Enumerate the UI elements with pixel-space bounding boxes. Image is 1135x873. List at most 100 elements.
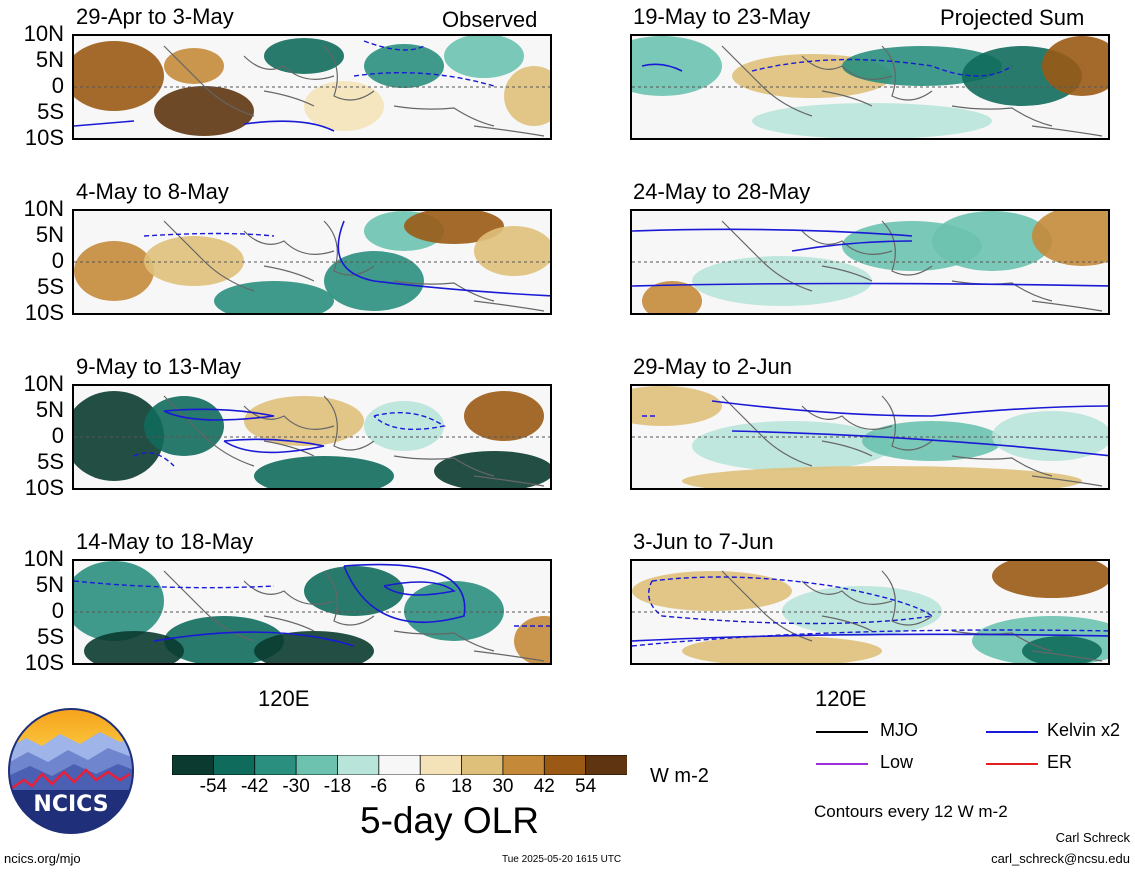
olr-anomaly-region: [692, 421, 892, 471]
colorbar-tick-label: 6: [414, 776, 426, 797]
lat-label: 0: [51, 73, 64, 98]
colorbar-tick-label: -42: [240, 776, 269, 797]
olr-anomaly-region: [364, 44, 444, 88]
contours-note: Contours every 12 W m-2: [814, 802, 1008, 821]
lat-label: 0: [51, 423, 64, 448]
lat-label: 0: [51, 248, 64, 273]
olr-anomaly-region: [692, 256, 872, 306]
colorbar-swatch: [212, 754, 256, 776]
lat-label: 10N: [23, 546, 64, 571]
coastline: [163, 395, 545, 487]
olr-anomaly-region: [682, 636, 882, 663]
legend-er-line: [986, 763, 1038, 765]
colorbar-swatch: [419, 754, 463, 776]
kelvin-negative-contour: [74, 580, 550, 627]
lat-label: 10S: [24, 650, 64, 675]
observed-column-title: Observed: [442, 7, 538, 32]
colorbar-swatch: [295, 754, 339, 776]
olr-anomaly-region: [464, 391, 544, 441]
olr-anomaly-region: [304, 566, 404, 616]
olr-anomaly-region: [74, 561, 164, 641]
map-panel-proj-2: [630, 209, 1110, 315]
coastline: [721, 220, 1103, 312]
colorbar: [171, 754, 628, 776]
kelvin-contour: [153, 563, 466, 647]
colorbar-tick-label: 30: [492, 776, 514, 797]
map-panel-obs-1: [72, 34, 552, 140]
olr-anomaly-region: [154, 86, 254, 136]
lat-label: 5S: [37, 449, 64, 474]
coastline: [163, 570, 545, 662]
projected-column-title: Projected Sum: [940, 5, 1085, 30]
legend-mjo-label: MJO: [880, 720, 918, 740]
olr-anomaly-region: [992, 411, 1108, 461]
lat-label: 5N: [35, 572, 64, 597]
olr-anomaly-region: [434, 451, 550, 488]
chart-title: 5-day OLR: [360, 800, 539, 841]
kelvin-negative-contour: [353, 40, 495, 87]
kelvin-contour: [163, 408, 325, 454]
olr-anomaly-region: [1042, 36, 1108, 96]
colorbar-tick-label: -30: [282, 776, 310, 797]
map-panel-proj-1: [630, 34, 1110, 140]
olr-anomaly-region: [74, 391, 164, 481]
olr-anomaly-region: [642, 281, 702, 313]
legend-low-line: [816, 763, 868, 765]
url-text: ncics.org/mjo: [4, 851, 81, 866]
olr-anomaly-region: [144, 396, 224, 456]
colorbar-swatch: [254, 754, 297, 776]
olr-anomaly-region: [1032, 211, 1108, 266]
legend-kelvin-line: [986, 731, 1038, 733]
olr-anomaly-region: [264, 38, 344, 74]
olr-anomaly-region: [214, 281, 334, 313]
map-panel-obs-2: [72, 209, 552, 315]
kelvin-negative-contour: [632, 576, 1108, 647]
colorbar-swatch: [337, 754, 380, 776]
kelvin-contour: [641, 63, 683, 72]
colorbar-swatch: [378, 754, 422, 776]
coastline: [721, 570, 1103, 662]
legend-kelvin-label: Kelvin x2: [1047, 720, 1121, 740]
olr-anomaly-region: [992, 561, 1108, 598]
olr-anomaly-region: [514, 616, 550, 663]
lat-label: 0: [51, 598, 64, 623]
map-panel-obs-4: [72, 559, 552, 665]
credit-email: carl_schreck@ncsu.edu: [991, 851, 1130, 866]
olr-anomaly-region: [304, 81, 384, 131]
lat-label: 10N: [23, 21, 64, 46]
olr-anomaly-region: [254, 631, 374, 663]
kelvin-contour: [711, 400, 1108, 457]
credit-name: Carl Schreck: [1055, 830, 1130, 845]
kelvin-contour: [337, 220, 550, 297]
colorbar-tick-label: -54: [199, 776, 228, 797]
olr-anomaly-region: [752, 103, 992, 138]
lat-label: 10S: [24, 125, 64, 150]
colorbar-tick-label: -18: [323, 776, 352, 797]
coastline: [163, 220, 545, 312]
lat-label: 5N: [35, 397, 64, 422]
kelvin-negative-contour: [751, 58, 1013, 77]
panel-title-obs-2: 4-May to 8-May: [76, 179, 229, 204]
panel-title-proj-2: 24-May to 28-May: [633, 179, 811, 204]
olr-anomaly-region: [404, 211, 504, 244]
x-axis-label-left: 120E: [258, 686, 310, 711]
panel-title-obs-3: 9-May to 13-May: [76, 354, 242, 379]
olr-anomaly-region: [444, 36, 524, 78]
olr-anomaly-region: [74, 41, 164, 111]
lat-label: 5N: [35, 47, 64, 72]
coastline: [721, 395, 1103, 487]
olr-anomaly-region: [74, 241, 154, 301]
olr-anomaly-region: [682, 466, 1082, 488]
colorbar-swatch: [461, 754, 504, 776]
panel-title-proj-3: 29-May to 2-Jun: [633, 354, 792, 379]
colorbar-swatch: [543, 754, 587, 776]
olr-anomaly-region: [932, 211, 1052, 271]
map-panel-proj-4: [630, 559, 1110, 665]
colorbar-tick-label: 42: [533, 776, 555, 797]
olr-anomaly-region: [254, 456, 394, 488]
panel-title-proj-1: 19-May to 23-May: [633, 4, 811, 29]
olr-anomaly-region: [364, 401, 444, 451]
lat-label: 10S: [24, 475, 64, 500]
panel-title-obs-4: 14-May to 18-May: [76, 529, 254, 554]
lat-label: 5S: [37, 624, 64, 649]
